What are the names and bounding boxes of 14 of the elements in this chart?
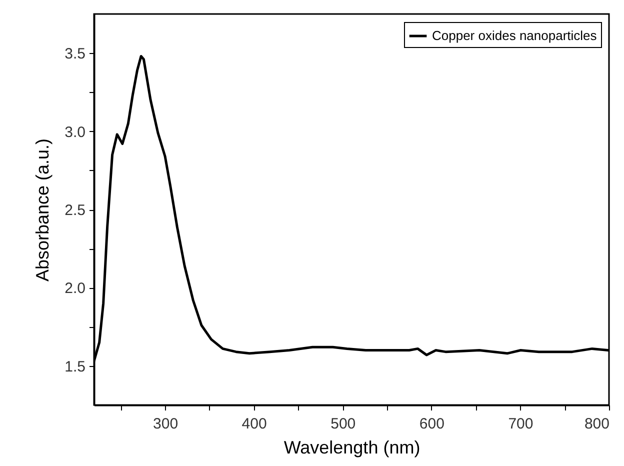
- x-tick-label: 300: [153, 416, 178, 432]
- y-tick-label: 2.5: [64, 202, 86, 219]
- x-tick-label: 800: [584, 416, 610, 432]
- x-axis-title: Wavelength (nm): [284, 438, 420, 458]
- text: 2.0: [64, 280, 86, 298]
- x-tick-label: 700: [508, 416, 534, 432]
- x-tick-label: 500: [330, 416, 356, 432]
- y-tick-label: 1.5: [64, 358, 86, 376]
- y-axis-title: Absorbance (a.u.): [32, 138, 53, 282]
- legend-label: Copper oxides nanoparticles: [432, 28, 598, 43]
- x-tick-label: 600: [419, 416, 444, 432]
- x-tick-label: 400: [242, 416, 267, 432]
- y-tick-label: 3.0: [64, 124, 86, 141]
- y-tick-label: 3.5: [64, 46, 86, 63]
